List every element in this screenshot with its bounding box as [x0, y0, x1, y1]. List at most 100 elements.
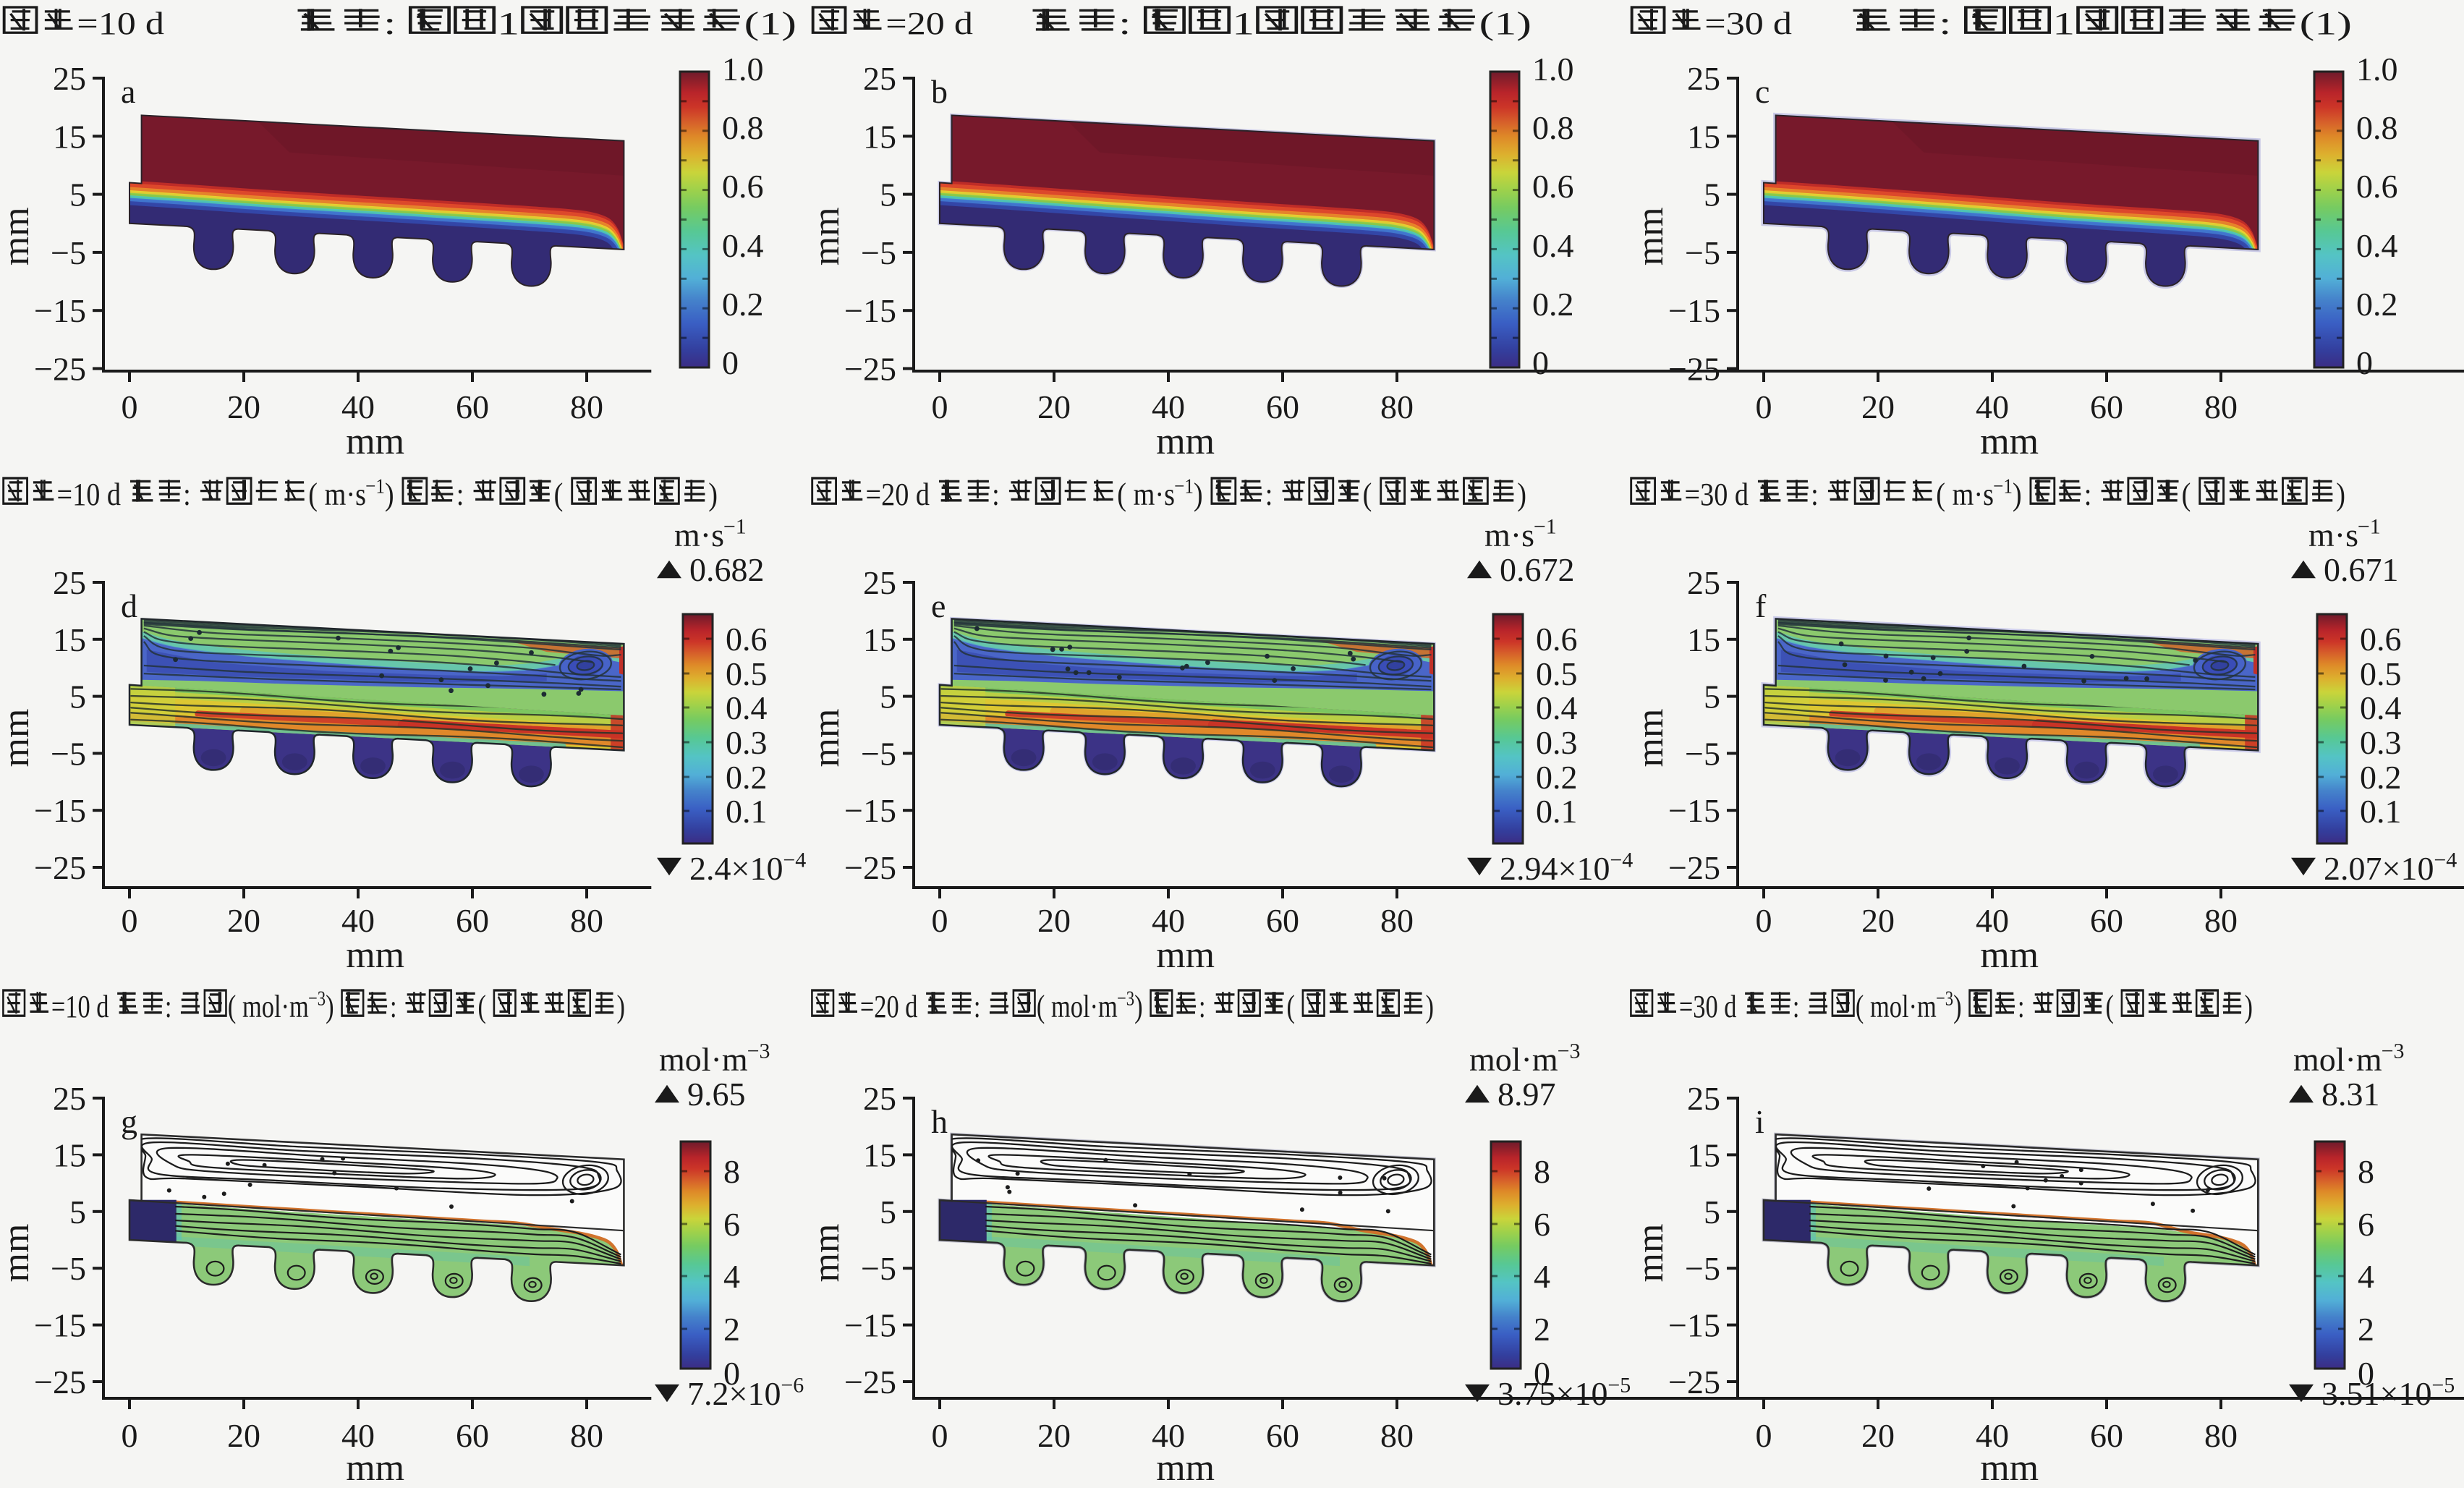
svg-text:0.1: 0.1 [1536, 793, 1578, 830]
svg-text:15: 15 [53, 621, 86, 658]
svg-text:15: 15 [1687, 1136, 1720, 1173]
svg-text:f: f [1755, 587, 1767, 624]
svg-text:−15: −15 [34, 292, 86, 329]
svg-text:−3: −3 [1936, 987, 1953, 1010]
svg-text:5: 5 [1704, 679, 1720, 715]
svg-text:mm: mm [346, 935, 404, 976]
svg-text:4: 4 [2358, 1258, 2374, 1295]
svg-text:2.07×10: 2.07×10 [2324, 850, 2434, 887]
svg-text:0.4: 0.4 [726, 689, 768, 726]
svg-text:mol·m: mol·m [1469, 1041, 1558, 1078]
svg-text:−25: −25 [34, 1364, 86, 1400]
svg-text:20: 20 [1861, 388, 1895, 425]
svg-text::: : [1811, 477, 1819, 512]
svg-text:5: 5 [69, 1194, 86, 1230]
svg-text:80: 80 [2204, 1417, 2238, 1454]
svg-text:0: 0 [2358, 1355, 2374, 1392]
svg-text:9.65: 9.65 [687, 1076, 746, 1113]
svg-text:0.1: 0.1 [726, 793, 768, 830]
svg-text:25: 25 [53, 1080, 86, 1117]
svg-text:80: 80 [2204, 902, 2238, 939]
svg-text:(: ( [2105, 989, 2113, 1024]
svg-text:15: 15 [53, 118, 86, 155]
svg-text:−1: −1 [2358, 515, 2381, 539]
svg-text:−25: −25 [1668, 351, 1720, 388]
svg-text:−3: −3 [1558, 1040, 1581, 1063]
svg-text:0: 0 [932, 1417, 948, 1454]
svg-text:mol·m: mol·m [1870, 989, 1937, 1024]
svg-text:m·s: m·s [1953, 477, 1994, 512]
svg-text:4: 4 [1534, 1258, 1550, 1295]
svg-text::: : [974, 989, 981, 1024]
svg-text:5: 5 [880, 1194, 896, 1230]
svg-text:−5: −5 [861, 1250, 896, 1287]
svg-text:4: 4 [723, 1258, 740, 1295]
svg-text:(: ( [1286, 989, 1294, 1024]
svg-text:0.6: 0.6 [2356, 168, 2398, 205]
svg-text:): ) [326, 989, 334, 1024]
svg-text:40: 40 [341, 388, 375, 425]
svg-text:mm: mm [1630, 709, 1671, 768]
svg-text:−1: −1 [1993, 475, 2013, 498]
svg-text:0.2: 0.2 [2356, 286, 2398, 323]
svg-text:60: 60 [2090, 902, 2123, 939]
svg-text:−4: −4 [2434, 849, 2457, 872]
svg-text:80: 80 [1380, 902, 1414, 939]
svg-text:−15: −15 [1668, 1307, 1720, 1344]
svg-text:0: 0 [122, 1417, 138, 1454]
svg-text::: : [1199, 989, 1206, 1024]
svg-text:0: 0 [1756, 388, 1772, 425]
svg-text:0.1: 0.1 [2360, 793, 2402, 830]
svg-text:−1: −1 [1174, 475, 1194, 498]
svg-text:−5: −5 [1685, 234, 1720, 271]
svg-text:(: ( [2182, 477, 2191, 513]
svg-text:0.8: 0.8 [722, 109, 764, 146]
svg-text:0.6: 0.6 [726, 621, 768, 658]
svg-text:−15: −15 [34, 1307, 86, 1344]
svg-text:): ) [1194, 477, 1203, 513]
svg-text:−5: −5 [1685, 735, 1720, 772]
svg-text:5: 5 [69, 177, 86, 213]
svg-text:15: 15 [863, 118, 896, 155]
svg-text:−5: −5 [861, 234, 896, 271]
svg-text:2: 2 [723, 1311, 740, 1348]
svg-text:0.5: 0.5 [1536, 655, 1578, 692]
svg-text:−3: −3 [747, 1040, 770, 1063]
svg-text:2.94×10: 2.94×10 [1500, 850, 1610, 887]
svg-text:0.2: 0.2 [1536, 759, 1578, 796]
svg-text::: : [456, 477, 464, 512]
svg-text:0: 0 [122, 902, 138, 939]
svg-text:=10 d: =10 d [57, 477, 122, 512]
svg-text::: : [1793, 989, 1800, 1024]
svg-text:25: 25 [863, 60, 896, 97]
svg-text:5: 5 [880, 679, 896, 715]
svg-text:6: 6 [1534, 1206, 1550, 1243]
svg-text:7.2×10: 7.2×10 [687, 1375, 781, 1412]
svg-text:(: ( [1363, 477, 1372, 513]
svg-text:15: 15 [53, 1136, 86, 1173]
svg-text:−1: −1 [723, 515, 747, 539]
svg-text:−5: −5 [1685, 1250, 1720, 1287]
svg-text:15: 15 [1687, 118, 1720, 155]
svg-text:−1: −1 [1534, 515, 1557, 539]
svg-text:mm: mm [1630, 207, 1671, 265]
svg-text:0: 0 [723, 1355, 740, 1392]
svg-text:0.2: 0.2 [1532, 286, 1574, 323]
svg-text:0.3: 0.3 [2360, 724, 2402, 761]
svg-text:0.5: 0.5 [2360, 655, 2402, 692]
svg-text:0.682: 0.682 [689, 551, 765, 588]
svg-text:0.3: 0.3 [1536, 724, 1578, 761]
svg-text:3.51×10: 3.51×10 [2321, 1375, 2431, 1412]
svg-text:0.672: 0.672 [1500, 551, 1575, 588]
svg-text:15: 15 [1687, 621, 1720, 658]
svg-text:−5: −5 [1607, 1374, 1631, 1398]
svg-text:6: 6 [2358, 1206, 2374, 1243]
svg-text:−25: −25 [1668, 1364, 1720, 1400]
svg-text:−5: −5 [51, 234, 86, 271]
svg-text:25: 25 [863, 564, 896, 601]
svg-text:): ) [708, 477, 718, 513]
svg-text:−25: −25 [844, 849, 896, 886]
svg-text:1: 1 [1232, 6, 1254, 41]
svg-text:8: 8 [2358, 1153, 2374, 1190]
svg-text:(: ( [554, 477, 564, 513]
